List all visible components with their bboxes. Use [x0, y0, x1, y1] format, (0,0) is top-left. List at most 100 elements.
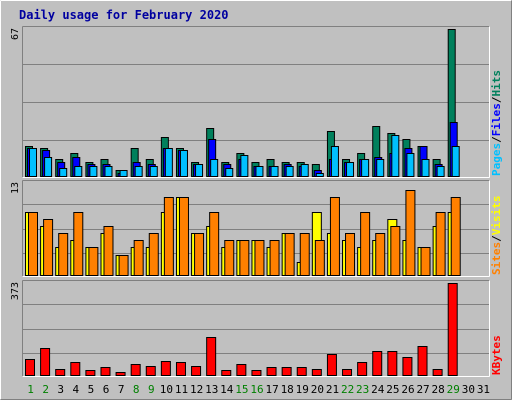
- legend-separator: /: [490, 136, 503, 143]
- x-tick-label: 29: [447, 383, 460, 396]
- bar-pages-day-7: [119, 170, 128, 177]
- bar-kbytes-day-8: [130, 364, 141, 376]
- legend-visits: Visits: [490, 196, 503, 236]
- bar-pages-day-21: [330, 146, 339, 177]
- bar-pages-day-18: [285, 166, 294, 177]
- x-tick-label: 22: [341, 383, 354, 396]
- x-tick-label: 10: [160, 383, 173, 396]
- chart-panels: 67Pages/Files/Hits13Sites/Visits373KByte…: [10, 26, 503, 377]
- legend-hits: Hits: [490, 70, 503, 97]
- bar-pages-day-16: [255, 166, 264, 177]
- bar-kbytes-day-1: [25, 359, 35, 376]
- bar-sites-day-13: [209, 212, 220, 276]
- bar-sites-day-2: [43, 219, 54, 276]
- x-tick-label: 21: [326, 383, 339, 396]
- bar-sites-day-20: [314, 240, 325, 276]
- x-axis-labels: 1 2 3 4 5 6 7 8 9 10 11 12 13 14 15 16 17 18 19 20 21 22 23 24 2…: [27, 383, 490, 396]
- bar-pages-day-13: [210, 159, 219, 177]
- bar-kbytes-day-25: [387, 351, 398, 376]
- x-tick-label: 18: [281, 383, 294, 396]
- x-tick-label: 31: [477, 383, 490, 396]
- bar-kbytes-day-14: [221, 370, 232, 376]
- bar-kbytes-day-5: [85, 370, 96, 376]
- bar-sites-day-10: [163, 197, 174, 276]
- bar-sites-day-7: [118, 255, 129, 276]
- bar-sites-day-21: [329, 197, 340, 276]
- bar-pages-day-24: [376, 159, 385, 177]
- x-tick-label: 2: [42, 383, 49, 396]
- bar-pages-day-23: [361, 159, 370, 177]
- bar-sites-day-22: [345, 233, 356, 276]
- bar-kbytes-day-9: [145, 366, 156, 376]
- bar-pages-day-3: [59, 168, 68, 177]
- x-tick-label: 17: [265, 383, 278, 396]
- x-tick-label: 3: [57, 383, 64, 396]
- legend-separator: /: [490, 96, 503, 103]
- bar-sites-day-19: [299, 233, 310, 276]
- x-tick-label: 26: [401, 383, 414, 396]
- x-tick-label: 6: [103, 383, 110, 396]
- bar-kbytes-day-18: [281, 367, 292, 376]
- bar-sites-day-24: [375, 233, 386, 276]
- bar-kbytes-day-28: [432, 369, 443, 376]
- bar-pages-day-12: [195, 164, 204, 177]
- x-tick-label: 23: [356, 383, 369, 396]
- bar-kbytes-day-22: [342, 369, 353, 376]
- bar-pages-day-8: [134, 166, 143, 177]
- bar-sites-day-3: [58, 233, 69, 276]
- bar-sites-day-25: [390, 226, 401, 276]
- bar-pages-day-9: [149, 166, 158, 177]
- bar-kbytes-day-6: [100, 367, 111, 376]
- bar-sites-day-18: [284, 233, 295, 276]
- bar-sites-day-9: [148, 233, 159, 276]
- bar-kbytes-day-17: [266, 367, 277, 376]
- x-tick-label: 5: [88, 383, 95, 396]
- bar-pages-day-4: [74, 166, 83, 177]
- bar-pages-day-2: [44, 157, 53, 177]
- panel-max-label: 373: [10, 282, 21, 300]
- bar-kbytes-day-13: [206, 337, 217, 376]
- bar-pages-day-27: [421, 159, 430, 177]
- bar-sites-day-1: [28, 212, 38, 276]
- bar-kbytes-day-20: [311, 369, 322, 376]
- bar-pages-day-14: [225, 168, 234, 177]
- x-tick-label: 12: [190, 383, 203, 396]
- bar-kbytes-day-11: [175, 362, 186, 376]
- bar-pages-day-20: [315, 173, 324, 177]
- bar-sites-day-16: [254, 240, 265, 276]
- x-tick-label: 8: [133, 383, 140, 396]
- bar-sites-day-11: [178, 197, 189, 276]
- x-tick-label: 9: [148, 383, 155, 396]
- x-tick-label: 24: [371, 383, 385, 396]
- x-tick-label: 25: [386, 383, 399, 396]
- x-tick-label: 4: [73, 383, 80, 396]
- bar-sites-day-5: [88, 247, 99, 276]
- bar-sites-day-6: [103, 226, 114, 276]
- x-tick-label: 20: [311, 383, 324, 396]
- legend-pages: Pages: [490, 143, 503, 176]
- bar-sites-day-26: [405, 190, 416, 276]
- x-tick-label: 13: [205, 383, 218, 396]
- panel-bottom: 373 KBytes: [10, 280, 503, 377]
- bar-kbytes-day-21: [326, 354, 337, 376]
- bar-kbytes-day-23: [357, 362, 368, 376]
- x-tick-label: 19: [296, 383, 309, 396]
- bar-sites-day-15: [239, 240, 250, 276]
- bar-kbytes-day-26: [402, 357, 413, 376]
- legend-sites: Sites: [490, 242, 503, 275]
- bar-kbytes-day-3: [55, 369, 66, 376]
- x-tick-label: 7: [118, 383, 125, 396]
- panel-legend: KBytes: [490, 335, 503, 375]
- bar-pages-day-10: [164, 148, 173, 177]
- chart-title: Daily usage for February 2020: [19, 8, 229, 22]
- panel-middle: 13 Sites/Visits: [10, 180, 503, 277]
- bar-pages-day-29: [451, 146, 460, 177]
- bar-sites-day-23: [360, 212, 371, 276]
- bar-kbytes-day-15: [236, 364, 247, 376]
- panel-legend: Sites/Visits: [490, 196, 503, 276]
- x-tick-label: 1: [27, 383, 34, 396]
- bar-pages-day-15: [240, 155, 249, 177]
- bar-kbytes-day-7: [115, 372, 126, 376]
- x-tick-label: 27: [416, 383, 429, 396]
